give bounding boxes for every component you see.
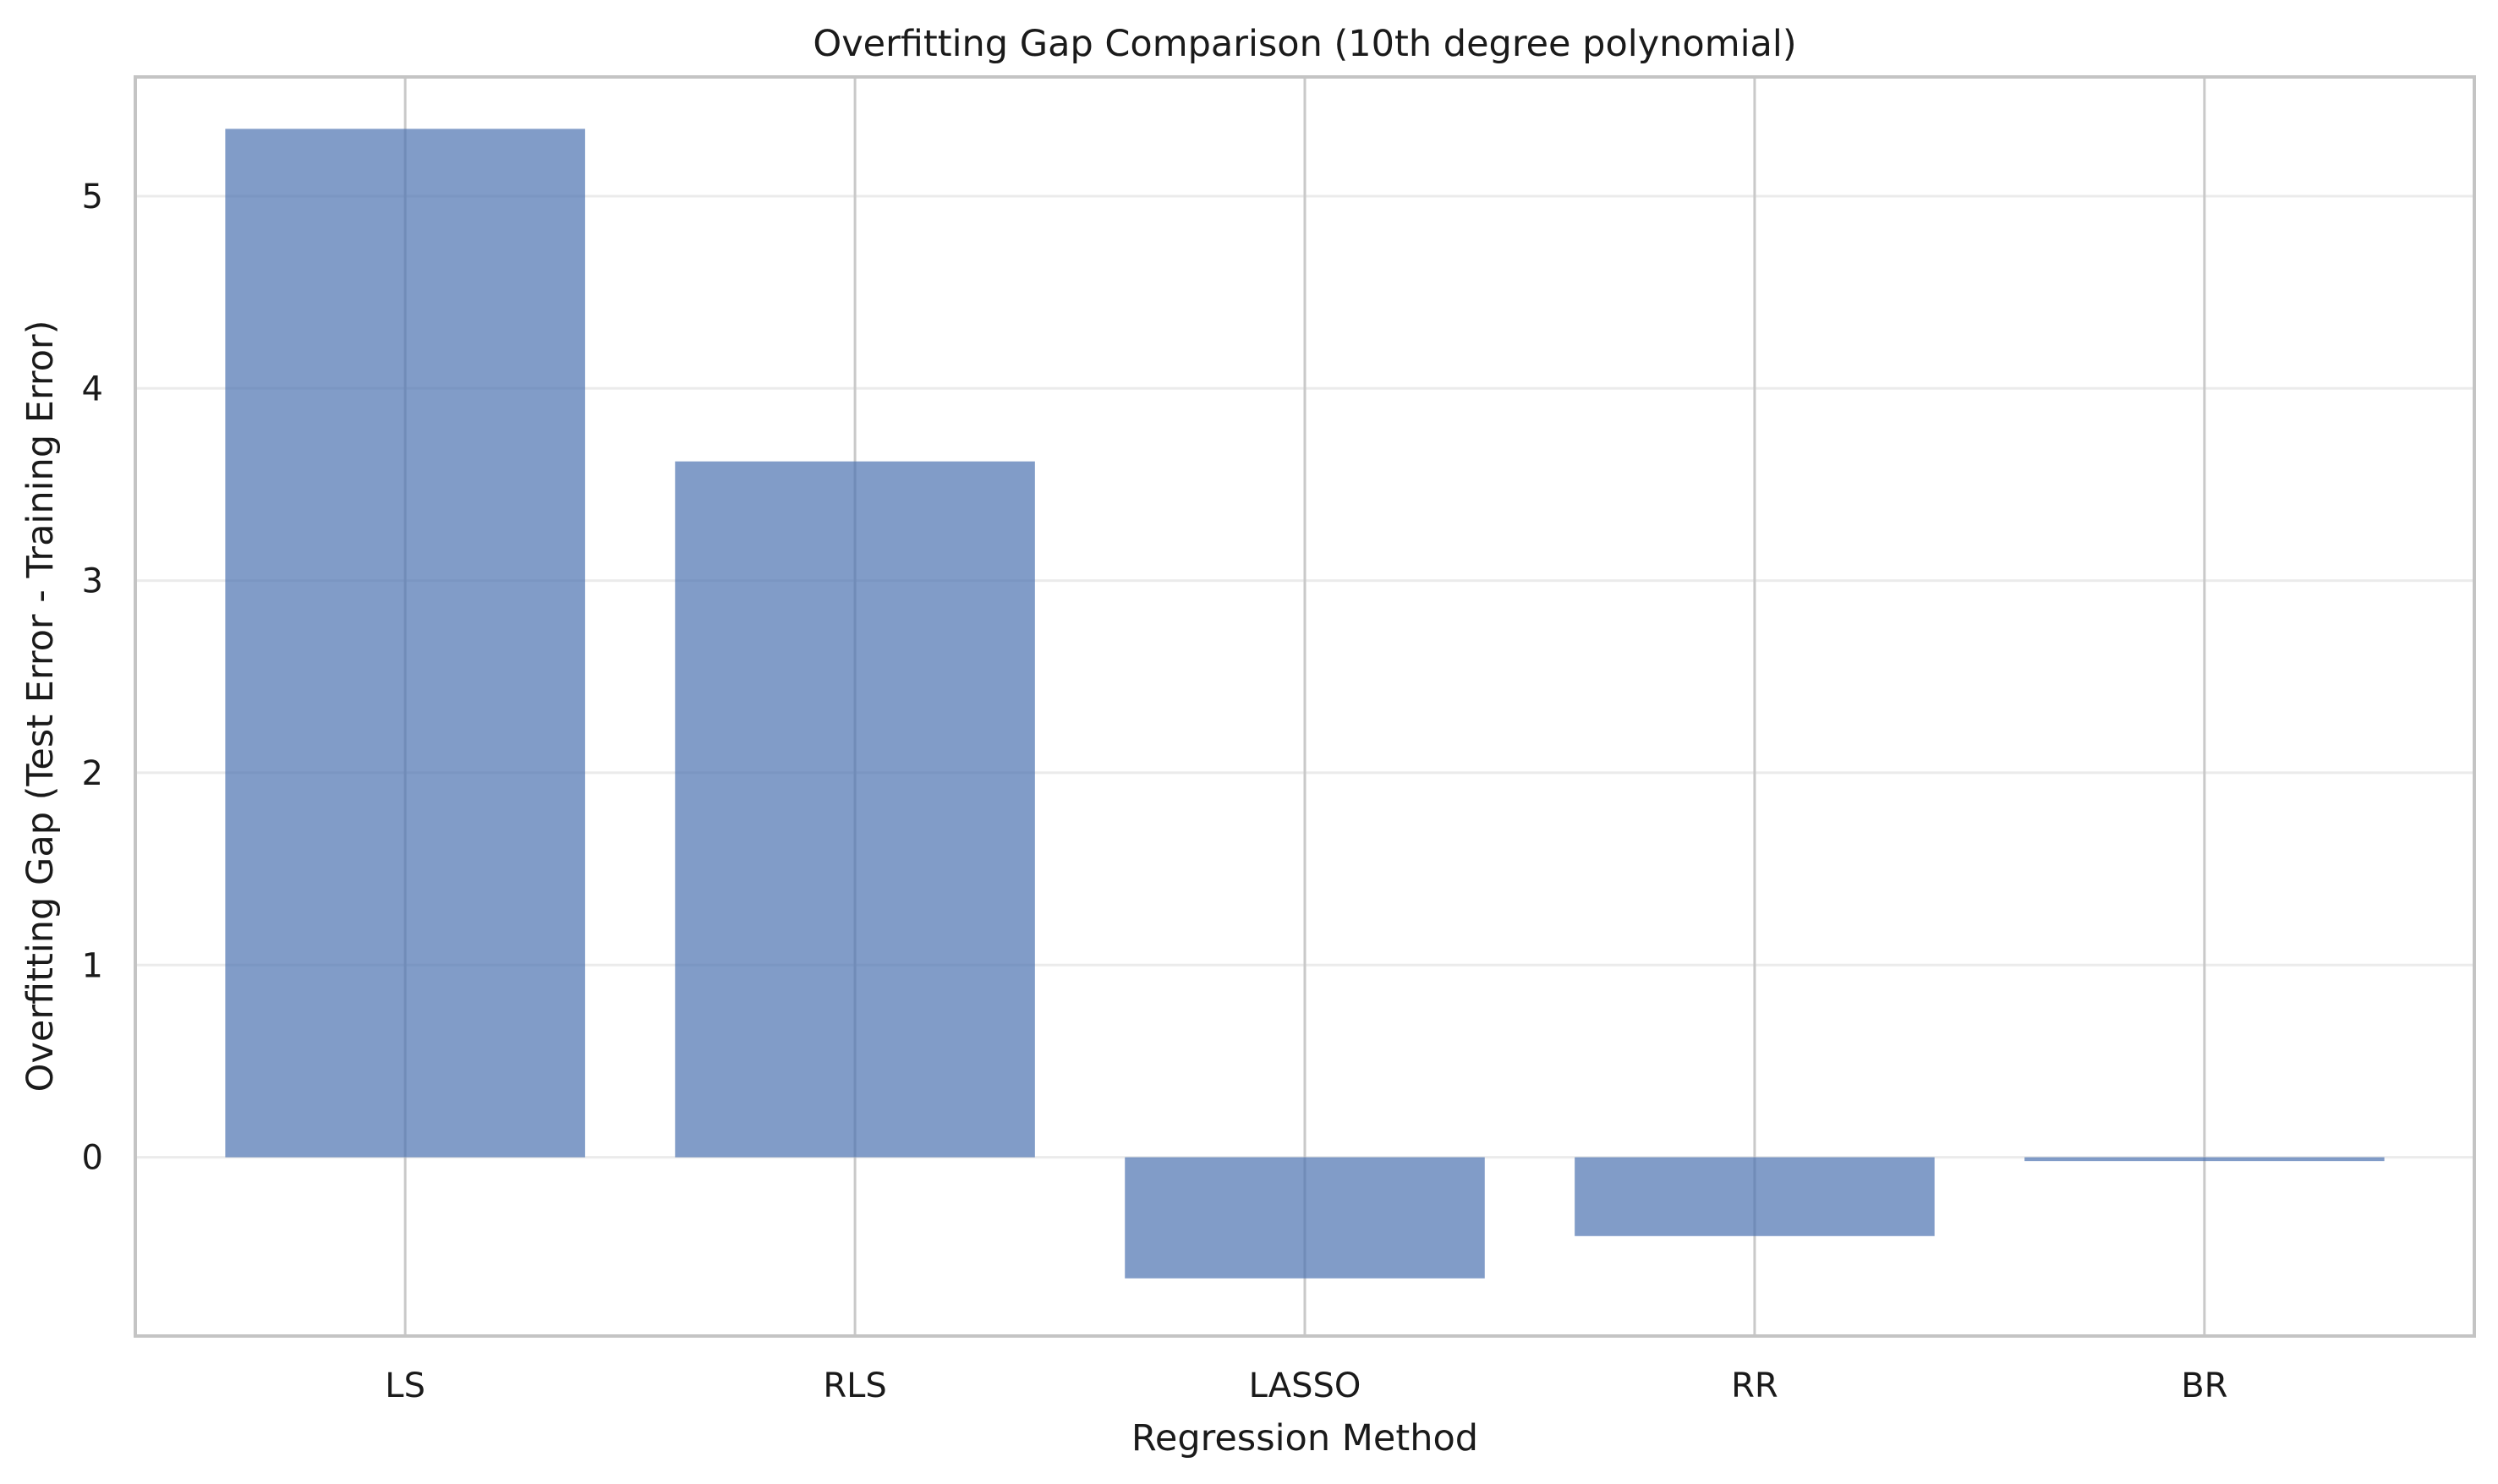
- x-tick-label: BR: [2181, 1366, 2227, 1405]
- plot-frame: [134, 75, 2476, 1338]
- x-tick-label: RLS: [823, 1366, 886, 1405]
- y-tick-label: 0: [82, 1139, 103, 1178]
- x-tick-label: LASSO: [1249, 1366, 1361, 1405]
- y-axis-label: Overfitting Gap (Test Error - Training E…: [19, 320, 62, 1092]
- x-axis-label: Regression Method: [1131, 1417, 1478, 1459]
- y-tick-label: 3: [82, 562, 103, 601]
- chart-title: Overfitting Gap Comparison (10th degree …: [813, 23, 1796, 65]
- x-tick-label: RR: [1731, 1366, 1778, 1405]
- bar-rls: [675, 461, 1035, 1158]
- y-tick-label: 5: [82, 178, 103, 216]
- y-tick-labels: 0 1 2 3 4 5: [82, 178, 103, 1178]
- x-tick-label: LS: [385, 1366, 425, 1405]
- bar-br: [2024, 1157, 2385, 1162]
- y-tick-label: 2: [82, 754, 103, 793]
- bar-rr: [1575, 1157, 1935, 1236]
- x-tick-labels: LS RLS LASSO RR BR: [385, 1366, 2227, 1405]
- y-tick-label: 1: [82, 946, 103, 985]
- y-tick-label: 4: [82, 370, 103, 408]
- bars: [225, 129, 2385, 1279]
- bar-lasso: [1125, 1157, 1485, 1279]
- bar-ls: [225, 129, 585, 1158]
